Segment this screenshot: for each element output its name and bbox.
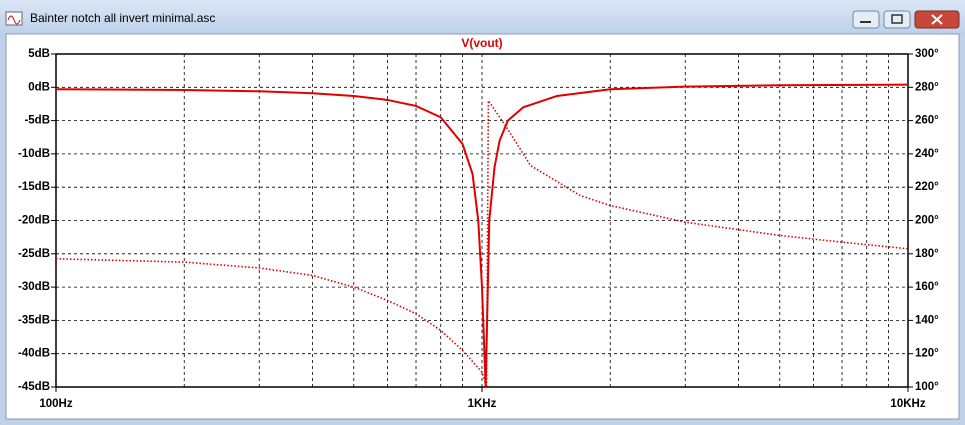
y2-tick-label: 200° (915, 215, 939, 227)
y2-tick-label: 300° (915, 48, 939, 60)
plot: V(vout) 5dB 0dB -5dB -10dB -15dB -20dB -25dB -30… (18, 36, 939, 410)
window-title: Bainter notch all invert minimal.asc (30, 11, 215, 25)
y-tick-label: -15dB (18, 181, 50, 193)
y2-tick-label: 240° (915, 148, 939, 160)
y2-tick-label: 280° (915, 81, 939, 93)
y-tick-label: -5dB (24, 115, 50, 127)
y-tick-label: -25dB (18, 248, 50, 260)
y-tick-label: -45dB (18, 381, 50, 393)
y-tick-label: -35dB (18, 314, 50, 326)
y2-tick-label: 140° (915, 314, 939, 326)
close-icon (931, 14, 943, 25)
x-tick-label: 1KHz (468, 398, 497, 410)
x-tick-label: 10KHz (890, 398, 925, 410)
chart-title: V(vout) (461, 36, 502, 50)
y-tick-label: 0dB (28, 81, 50, 93)
magnitude-trace (55, 83, 909, 388)
maximize-button[interactable] (883, 10, 911, 29)
plot-border (55, 53, 909, 388)
y-tick-label: 5dB (28, 48, 50, 60)
plot-pane (5, 33, 960, 420)
y2-tick-label: 180° (915, 248, 939, 260)
y2-tick-label: 120° (915, 348, 939, 360)
minimize-button[interactable] (852, 10, 880, 29)
y2-tick-label: 260° (915, 115, 939, 127)
y2-tick-label: 220° (915, 181, 939, 193)
y2-tick-label: 100° (915, 381, 939, 393)
y-tick-label: -20dB (18, 215, 50, 227)
maximize-icon (891, 14, 903, 24)
x-tick-label: 100Hz (39, 398, 72, 410)
app-icon (5, 11, 23, 26)
app-icon-glyph (7, 15, 21, 25)
y-tick-label: -10dB (18, 148, 50, 160)
y-tick-label: -40dB (18, 348, 50, 360)
y-tick-label: -30dB (18, 281, 50, 293)
title-bar (0, 0, 965, 34)
y2-tick-label: 160° (915, 281, 939, 293)
